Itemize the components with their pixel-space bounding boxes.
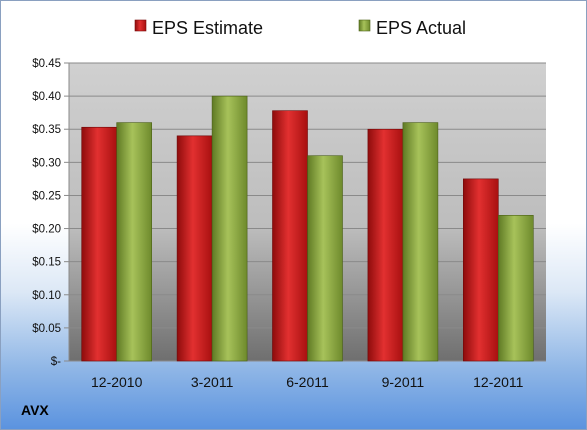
bars	[81, 95, 534, 362]
legend-swatch-actual	[358, 19, 371, 32]
y-tick-label: $0.15	[32, 257, 61, 269]
bar-eps-actual	[402, 122, 439, 362]
y-tick-label: $0.30	[32, 157, 61, 169]
y-tick-label: $0.05	[32, 323, 61, 335]
bar-eps-estimate	[272, 110, 308, 362]
bar-eps-estimate	[81, 126, 117, 362]
legend-item-estimate: EPS Estimate	[134, 18, 263, 38]
x-category-label: 12-2010	[91, 374, 143, 390]
x-category-label: 6-2011	[286, 374, 329, 390]
legend-label-actual: EPS Actual	[376, 18, 466, 38]
legend-swatch-estimate	[134, 19, 147, 32]
y-tick-label: $0.45	[32, 58, 61, 70]
bar-eps-actual	[307, 155, 343, 362]
bar-eps-estimate	[176, 135, 213, 362]
bar-eps-actual	[497, 215, 534, 362]
ticker-label: AVX	[21, 402, 49, 418]
legend: EPS Estimate EPS Actual	[134, 18, 466, 38]
y-tick-label: $0.25	[32, 190, 61, 202]
y-tick-label: $0.20	[32, 224, 61, 236]
legend-item-actual: EPS Actual	[358, 18, 466, 38]
y-tick-label: $-	[51, 356, 61, 368]
x-category-label: 12-2011	[473, 374, 524, 390]
y-tick-label: $0.35	[32, 124, 61, 136]
bar-eps-estimate	[462, 178, 499, 362]
y-tick-label: $0.10	[32, 290, 61, 302]
x-category-label: 3-2011	[191, 374, 234, 390]
x-axis-labels: 12-2010 3-2011 6-2011 9-2011 12-2011	[91, 374, 524, 390]
y-axis-ticks: $- $0.05 $0.10 $0.15 $0.20 $0.25 $0.30 $0.35 $0.…	[32, 58, 70, 368]
bar-eps-actual	[211, 95, 248, 362]
y-tick-label: $0.40	[32, 91, 61, 103]
bar-eps-estimate	[367, 128, 404, 362]
x-category-label: 9-2011	[382, 374, 425, 390]
legend-label-estimate: EPS Estimate	[152, 18, 263, 38]
bar-eps-actual	[116, 122, 152, 362]
